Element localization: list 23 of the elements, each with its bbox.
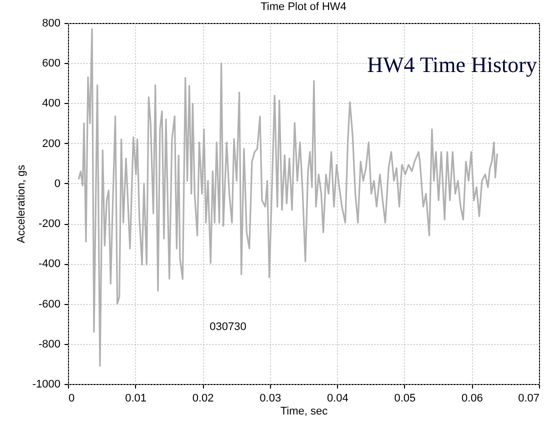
x-tick-label: 0.05 — [394, 392, 416, 404]
x-tick-label: 0.02 — [192, 392, 214, 404]
x-tick-label: 0.06 — [462, 392, 483, 404]
y-tick-label: 0 — [54, 178, 60, 190]
y-axis-title: Acceleration, gs — [15, 164, 28, 244]
x-tick-label: 0.07 — [518, 392, 540, 404]
x-tick-label: 0.01 — [125, 392, 146, 404]
y-tick-label: -1000 — [32, 378, 60, 390]
annotation: HW4 Time History — [367, 52, 537, 77]
x-tick-label: 0.04 — [326, 392, 348, 404]
x-tick-label: 0 — [68, 392, 75, 404]
y-tick-label: 400 — [42, 98, 60, 110]
annotation: 030730 — [210, 321, 246, 333]
y-tick-label: 200 — [42, 138, 60, 150]
x-axis-title: Time, sec — [280, 406, 328, 418]
y-tick-label: -200 — [38, 218, 60, 230]
y-tick-label: -600 — [38, 298, 60, 310]
x-tick-label: 0.03 — [260, 392, 282, 404]
chart-title: Time Plot of HW4 — [260, 1, 346, 13]
y-tick-label: -800 — [38, 338, 60, 350]
y-tick-label: 600 — [42, 58, 60, 70]
y-tick-label: -400 — [38, 258, 60, 270]
y-tick-label: 800 — [42, 18, 60, 30]
